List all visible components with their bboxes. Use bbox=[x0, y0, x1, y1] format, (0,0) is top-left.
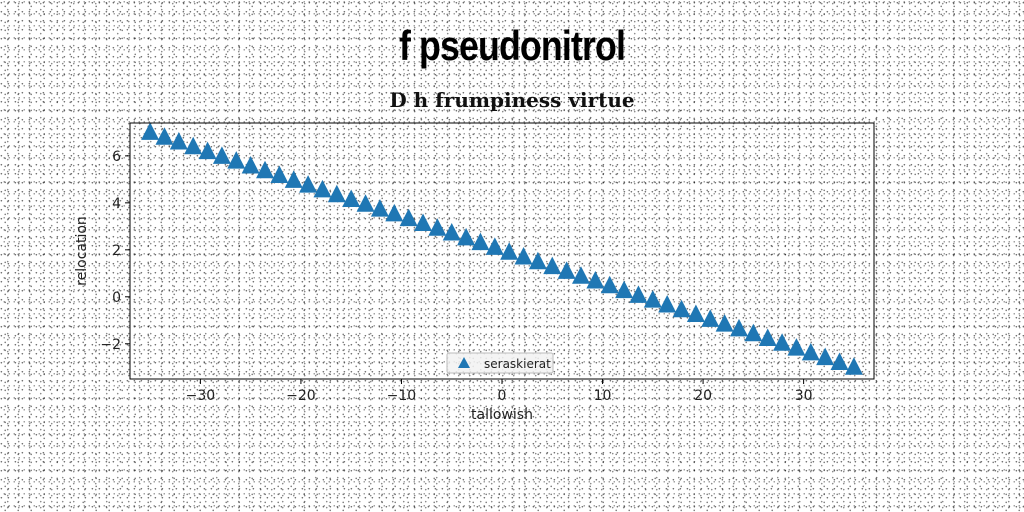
scatter-point bbox=[399, 208, 418, 227]
scatter-point bbox=[356, 194, 375, 212]
scatter-point bbox=[212, 146, 231, 164]
y-tick-label: −2 bbox=[100, 337, 121, 353]
scatter-point bbox=[643, 290, 662, 308]
scatter-point bbox=[270, 165, 289, 184]
scatter-point bbox=[284, 170, 303, 188]
scatter-point bbox=[557, 261, 576, 279]
chart-title: D h frumpiness virtue bbox=[389, 88, 635, 112]
legend-box bbox=[446, 352, 554, 374]
scatter-point bbox=[744, 323, 763, 342]
scatter-point bbox=[442, 223, 461, 241]
scatter-point bbox=[198, 141, 217, 160]
scatter-point bbox=[169, 131, 188, 150]
x-axis-label: tallowish bbox=[471, 407, 533, 423]
scatter-point bbox=[428, 218, 447, 236]
scatter-point bbox=[686, 304, 705, 323]
scatter-point bbox=[227, 151, 246, 169]
scatter-point bbox=[256, 160, 275, 179]
y-tick-label: 6 bbox=[112, 149, 121, 165]
y-tick-label: 4 bbox=[112, 196, 121, 212]
scatter-point bbox=[758, 328, 777, 346]
scatter-point bbox=[299, 175, 318, 193]
scatter-point bbox=[801, 342, 820, 361]
legend: seraskierat bbox=[446, 352, 554, 374]
scatter-points bbox=[141, 122, 863, 375]
x-axis: −30 −20 −10 0 10 20 30 bbox=[186, 379, 813, 404]
scatter-point bbox=[414, 213, 433, 231]
scatter-point bbox=[600, 275, 619, 294]
scatter-point bbox=[586, 270, 605, 289]
scatter-point bbox=[385, 203, 404, 222]
scatter-point bbox=[701, 309, 720, 327]
scatter-point bbox=[514, 247, 533, 265]
scatter-point bbox=[342, 189, 361, 207]
scatter-point bbox=[155, 127, 174, 145]
x-tick-label: 20 bbox=[694, 388, 712, 404]
scatter-point bbox=[715, 314, 734, 332]
scatter-point bbox=[141, 122, 160, 140]
scatter-point bbox=[658, 294, 677, 313]
scatter-point bbox=[471, 232, 490, 251]
x-tick-label: −10 bbox=[387, 388, 417, 404]
x-tick-label: 10 bbox=[594, 388, 612, 404]
figure-title: f pseudonitrol bbox=[398, 22, 626, 69]
scatter-point bbox=[571, 266, 590, 284]
x-tick-label: −30 bbox=[186, 388, 216, 404]
y-tick-label: 2 bbox=[112, 243, 121, 259]
scatter-point bbox=[629, 285, 648, 303]
scatter-point bbox=[500, 242, 519, 260]
scatter-point bbox=[327, 184, 346, 203]
scatter-point bbox=[615, 280, 634, 299]
legend-marker bbox=[458, 357, 470, 368]
scatter-point bbox=[485, 237, 504, 255]
legend-label: seraskierat bbox=[484, 357, 551, 371]
scatter-point bbox=[729, 318, 748, 337]
scatter-point bbox=[830, 352, 849, 370]
x-tick-label: 30 bbox=[795, 388, 813, 404]
scatter-point bbox=[241, 155, 260, 174]
scatter-point bbox=[816, 347, 835, 366]
scatter-point bbox=[370, 199, 389, 217]
scatter-point bbox=[528, 251, 547, 270]
scatter-point bbox=[844, 357, 863, 375]
scatter-point bbox=[543, 256, 562, 275]
y-axis-label: relocation bbox=[74, 216, 90, 286]
x-tick-label: 0 bbox=[498, 388, 507, 404]
scatter-point bbox=[184, 136, 203, 155]
scatter-point bbox=[787, 338, 806, 356]
scatter-point bbox=[773, 333, 792, 351]
y-tick-label: 0 bbox=[112, 290, 121, 306]
scatter-point bbox=[313, 179, 332, 198]
scatter-point bbox=[672, 299, 691, 318]
y-axis: −2 0 2 4 6 bbox=[100, 149, 130, 353]
scatter-point bbox=[457, 227, 476, 246]
x-tick-label: −20 bbox=[286, 388, 316, 404]
